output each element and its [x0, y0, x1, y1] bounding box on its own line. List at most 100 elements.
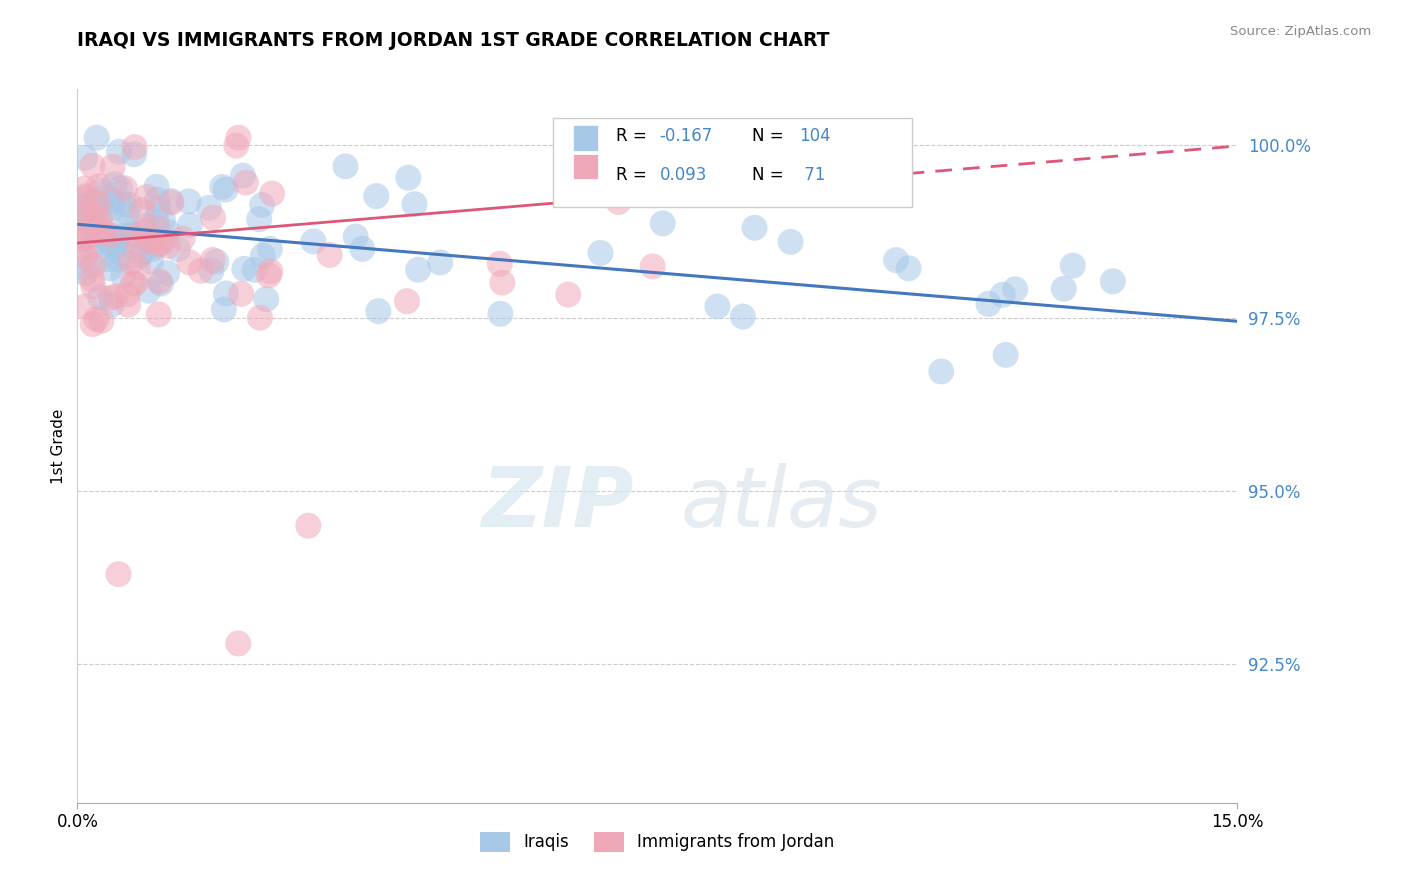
Point	[115, 205, 138, 219]
Point	[259, 264, 281, 278]
Point	[98, 227, 121, 242]
Point	[117, 287, 139, 301]
Point	[157, 239, 180, 253]
Point	[201, 252, 224, 267]
Point	[488, 257, 510, 271]
Point	[103, 241, 125, 255]
Point	[254, 292, 277, 306]
Point	[128, 238, 150, 252]
Point	[104, 289, 127, 303]
Point	[75, 266, 96, 280]
Point	[232, 169, 254, 183]
Point	[205, 254, 228, 268]
Point	[1102, 274, 1125, 288]
Point	[226, 636, 249, 650]
Point	[148, 237, 170, 252]
Point	[89, 290, 111, 304]
Point	[228, 130, 250, 145]
Point	[94, 233, 117, 247]
Point	[135, 190, 157, 204]
Point	[75, 261, 96, 276]
Text: N =: N =	[752, 127, 789, 145]
Point	[177, 194, 200, 209]
Point	[75, 244, 96, 258]
Point	[235, 176, 257, 190]
Point	[86, 130, 108, 145]
Point	[148, 201, 170, 215]
FancyBboxPatch shape	[572, 153, 598, 179]
Point	[75, 200, 96, 214]
FancyBboxPatch shape	[553, 118, 912, 207]
Point	[75, 199, 96, 213]
Point	[607, 194, 630, 209]
Point	[260, 186, 283, 201]
Point	[145, 179, 167, 194]
Point	[139, 254, 162, 268]
Point	[125, 228, 148, 243]
Point	[225, 138, 247, 153]
Point	[231, 286, 253, 301]
Point	[367, 304, 389, 318]
Text: R =: R =	[616, 166, 651, 185]
Point	[335, 159, 357, 173]
Point	[991, 287, 1014, 301]
Point	[135, 219, 157, 233]
Point	[90, 313, 112, 327]
Point	[198, 201, 221, 215]
Point	[404, 197, 426, 211]
Text: IRAQI VS IMMIGRANTS FROM JORDAN 1ST GRADE CORRELATION CHART: IRAQI VS IMMIGRANTS FROM JORDAN 1ST GRAD…	[77, 31, 830, 50]
Point	[114, 181, 136, 195]
Point	[557, 287, 579, 301]
Point	[114, 221, 136, 235]
Point	[82, 258, 104, 272]
Point	[89, 213, 111, 227]
Point	[94, 231, 117, 245]
Point	[179, 218, 201, 232]
Point	[75, 230, 96, 244]
Point	[80, 272, 103, 286]
Point	[731, 310, 754, 324]
Point	[75, 208, 96, 222]
Point	[127, 260, 149, 275]
Point	[250, 198, 273, 212]
Point	[396, 294, 419, 309]
Point	[160, 195, 183, 210]
Point	[156, 266, 179, 280]
Point	[744, 220, 766, 235]
Text: ZIP: ZIP	[481, 463, 634, 543]
Point	[141, 234, 163, 248]
Point	[112, 268, 135, 283]
FancyBboxPatch shape	[572, 125, 598, 151]
Text: -0.167: -0.167	[659, 127, 713, 145]
Point	[83, 207, 105, 221]
Point	[83, 227, 105, 242]
Point	[252, 249, 274, 263]
Point	[75, 151, 96, 165]
Point	[1053, 282, 1076, 296]
Point	[86, 312, 108, 326]
Point	[396, 170, 419, 185]
Point	[243, 263, 266, 277]
Point	[82, 317, 104, 331]
Text: R =: R =	[616, 127, 651, 145]
Point	[75, 191, 97, 205]
Point	[108, 181, 131, 195]
Point	[94, 190, 117, 204]
Point	[117, 298, 139, 312]
Text: Source: ZipAtlas.com: Source: ZipAtlas.com	[1230, 25, 1371, 38]
Point	[104, 177, 127, 191]
Point	[202, 211, 225, 225]
Point	[101, 194, 124, 208]
Point	[172, 231, 194, 245]
Point	[233, 261, 256, 276]
Point	[87, 196, 110, 211]
Point	[142, 242, 165, 256]
Text: 104: 104	[799, 127, 831, 145]
Point	[134, 224, 156, 238]
Point	[589, 245, 612, 260]
Point	[75, 249, 96, 263]
Point	[93, 204, 115, 219]
Point	[297, 518, 319, 533]
Point	[994, 348, 1017, 362]
Point	[87, 179, 110, 194]
